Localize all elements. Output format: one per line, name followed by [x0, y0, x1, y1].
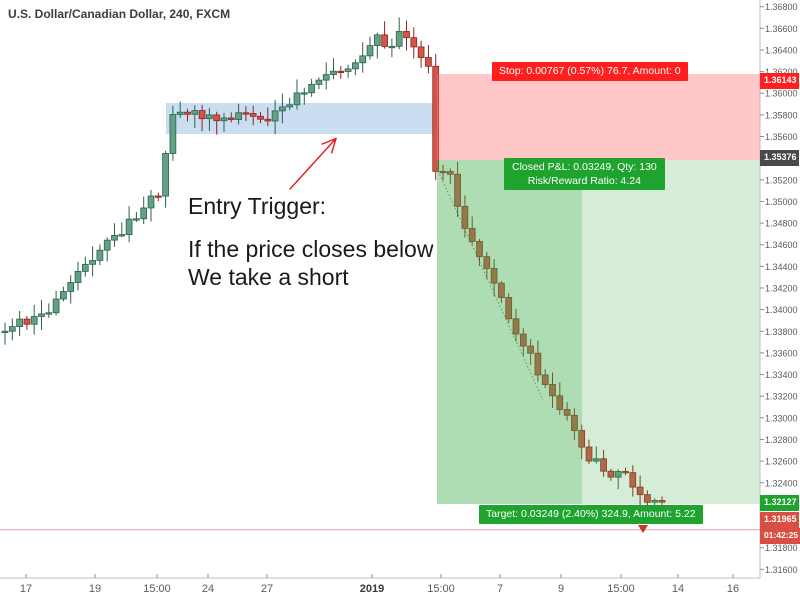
svg-text:19: 19 — [89, 583, 101, 595]
svg-text:1.31800: 1.31800 — [765, 543, 798, 553]
svg-text:1.35000: 1.35000 — [765, 197, 798, 207]
svg-text:1.34600: 1.34600 — [765, 240, 798, 250]
svg-text:16: 16 — [727, 583, 739, 595]
svg-text:1.33200: 1.33200 — [765, 392, 798, 402]
svg-text:1.36000: 1.36000 — [765, 89, 798, 99]
svg-text:1.32400: 1.32400 — [765, 478, 798, 488]
svg-text:1.36400: 1.36400 — [765, 45, 798, 55]
svg-text:1.32800: 1.32800 — [765, 435, 798, 445]
svg-text:1.35200: 1.35200 — [765, 175, 798, 185]
svg-text:1.34800: 1.34800 — [765, 219, 798, 229]
svg-text:27: 27 — [261, 583, 273, 595]
svg-text:1.33400: 1.33400 — [765, 370, 798, 380]
svg-text:1.34000: 1.34000 — [765, 305, 798, 315]
svg-text:1.36800: 1.36800 — [765, 2, 798, 12]
svg-text:1.33600: 1.33600 — [765, 348, 798, 358]
svg-text:9: 9 — [558, 583, 564, 595]
svg-text:7: 7 — [497, 583, 503, 595]
svg-text:1.35600: 1.35600 — [765, 132, 798, 142]
svg-text:1.33800: 1.33800 — [765, 327, 798, 337]
svg-text:1.35800: 1.35800 — [765, 110, 798, 120]
svg-text:1.31600: 1.31600 — [765, 565, 798, 575]
svg-text:2019: 2019 — [360, 583, 384, 595]
svg-text:1.33000: 1.33000 — [765, 413, 798, 423]
svg-text:1.36600: 1.36600 — [765, 24, 798, 34]
svg-text:1.34200: 1.34200 — [765, 284, 798, 294]
svg-text:24: 24 — [202, 583, 214, 595]
svg-text:15:00: 15:00 — [607, 583, 635, 595]
svg-text:14: 14 — [672, 583, 684, 595]
svg-text:1.34400: 1.34400 — [765, 262, 798, 272]
svg-text:15:00: 15:00 — [427, 583, 455, 595]
svg-text:17: 17 — [20, 583, 32, 595]
svg-text:15:00: 15:00 — [143, 583, 171, 595]
svg-text:1.32600: 1.32600 — [765, 457, 798, 467]
